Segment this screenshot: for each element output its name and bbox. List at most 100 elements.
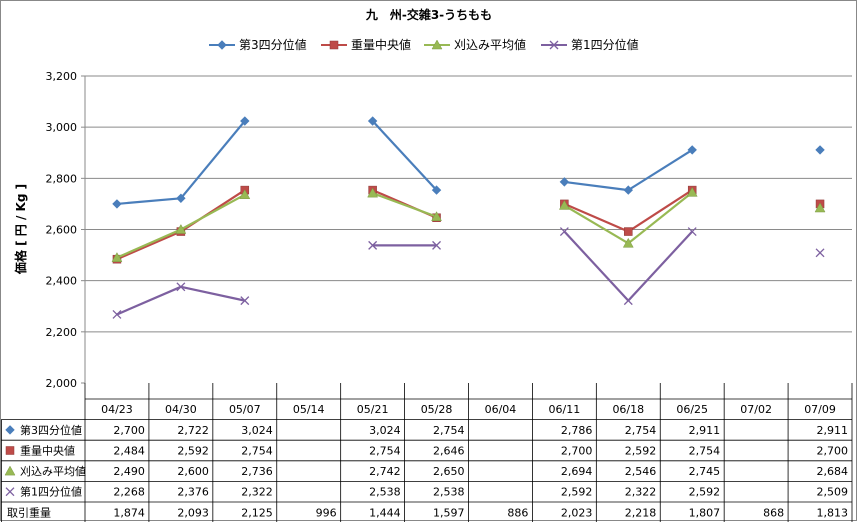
x-category-label: 05/28: [421, 403, 453, 416]
legend: 第3四分位値 重量中央値 刈込み平均値 第1四分位値: [209, 37, 639, 52]
table-row-label: 重量中央値: [20, 444, 75, 458]
series-line-segment: [116, 285, 182, 316]
table-cell-value: 996: [316, 506, 337, 519]
x-category-label: 04/23: [101, 403, 133, 416]
table-cell-value: 2,700: [817, 445, 849, 458]
series-line-segment: [372, 192, 437, 218]
series-square: [112, 185, 825, 264]
data-point: [558, 199, 570, 210]
series-line-segment: [116, 230, 182, 261]
data-table: 04/23 04/30 05/07 05/14 05/21 05/28 06/04 06/11…: [1, 383, 853, 522]
series-layer: [111, 116, 826, 319]
series-line-segment: [116, 228, 182, 259]
x-marker-stroke: [176, 282, 186, 292]
data-point: [686, 186, 698, 197]
data-point: [687, 227, 697, 237]
y-tick-label: 2,400: [46, 275, 78, 288]
table-cell-value: 2,023: [561, 506, 593, 519]
series-line-segment: [564, 180, 629, 192]
series-line-segment: [563, 202, 629, 233]
data-point: [111, 252, 123, 262]
table-cell-value: 2,911: [689, 424, 721, 437]
table-cell-value: 2,754: [625, 424, 657, 437]
legend-marker: [549, 40, 559, 50]
y-tick-label: 3,000: [46, 121, 78, 134]
table-cell-value: 2,754: [241, 445, 273, 458]
table-row-marker: [4, 465, 16, 476]
data-point: [815, 145, 825, 155]
data-point: [624, 227, 633, 236]
x-category-label: 05/21: [357, 403, 389, 416]
table-row-marker: [5, 487, 15, 497]
y-tick-label: 2,600: [46, 224, 78, 237]
table-cell-value: 2,322: [241, 486, 273, 499]
x-marker-stroke: [112, 309, 122, 319]
data-point: [559, 177, 570, 187]
data-point: [240, 116, 250, 126]
table-row-label: 取引重量: [7, 505, 51, 519]
table-cell-value: 2,592: [561, 486, 593, 499]
data-point: [240, 296, 250, 306]
data-point: [687, 145, 697, 155]
data-point: [367, 116, 378, 126]
table-cell-value: 2,218: [625, 506, 657, 519]
table-cell-value: 2,600: [177, 465, 209, 478]
table-cell-value: 2,700: [561, 445, 593, 458]
x-category-label: 06/18: [612, 403, 644, 416]
table-cell-value: 2,650: [433, 465, 465, 478]
table-cell-value: 1,597: [433, 506, 465, 519]
legend-marker: [431, 39, 443, 50]
table-cell-value: 3,024: [241, 424, 273, 437]
table-cell-value: 2,592: [625, 445, 657, 458]
table-cell-value: 2,268: [113, 486, 145, 499]
series-line-segment: [371, 120, 438, 191]
legend-label: 第3四分位値: [239, 37, 307, 52]
x-category-label: 06/25: [676, 403, 708, 416]
y-axis-ticks: 2,000 2,200 2,400 2,600 2,800 3,000 3,200: [46, 70, 85, 390]
series-line-segment: [563, 230, 630, 302]
series-line-segment: [116, 197, 181, 206]
x-category-label: 07/02: [740, 403, 772, 416]
y-tick-label: 2,000: [46, 377, 78, 390]
table-row-label: 刈込み平均値: [20, 465, 86, 478]
table-cell-value: 2,754: [689, 445, 721, 458]
gridlines: [84, 75, 852, 383]
series-triangle: [111, 186, 826, 262]
x-category-label: 05/14: [293, 403, 325, 416]
legend-marker: [217, 40, 227, 50]
table-cell-value: 2,684: [817, 465, 849, 478]
table-cell-value: 2,376: [177, 486, 209, 499]
series-diamond: [112, 116, 825, 209]
table-cell-value: 2,546: [625, 465, 657, 478]
x-category-label: 07/09: [804, 403, 836, 416]
table-cell-value: 886: [507, 506, 528, 519]
data-point: [622, 237, 634, 248]
series-line-segment: [627, 189, 693, 233]
data-point: [176, 282, 186, 292]
table-cell-value: 2,786: [561, 424, 593, 437]
table-cell-value: 2,592: [689, 486, 721, 499]
table-row-marker: [5, 425, 15, 435]
legend-marker: [329, 40, 339, 50]
table-cell-value: 2,322: [625, 486, 657, 499]
legend-label: 第1四分位値: [571, 37, 639, 52]
data-point: [175, 223, 187, 234]
table-cell-value: 2,125: [241, 506, 273, 519]
table-cell-value: 1,444: [369, 506, 401, 519]
data-point: [239, 189, 251, 199]
series-line-segment: [627, 149, 693, 192]
x-marker-stroke: [815, 248, 825, 258]
table-cell-value: 1,874: [113, 506, 145, 519]
table-cell-value: 2,742: [369, 465, 401, 478]
table-cell-value: 2,911: [817, 424, 849, 437]
x-marker-stroke: [240, 296, 250, 306]
table-row-label: 第1四分位値: [20, 485, 82, 499]
series-line-segment: [180, 193, 246, 231]
table-cell-value: 2,592: [177, 445, 209, 458]
data-point: [432, 240, 442, 250]
x-category-label: 06/11: [549, 403, 581, 416]
x-marker-stroke: [623, 296, 633, 306]
x-marker-stroke: [368, 240, 378, 250]
